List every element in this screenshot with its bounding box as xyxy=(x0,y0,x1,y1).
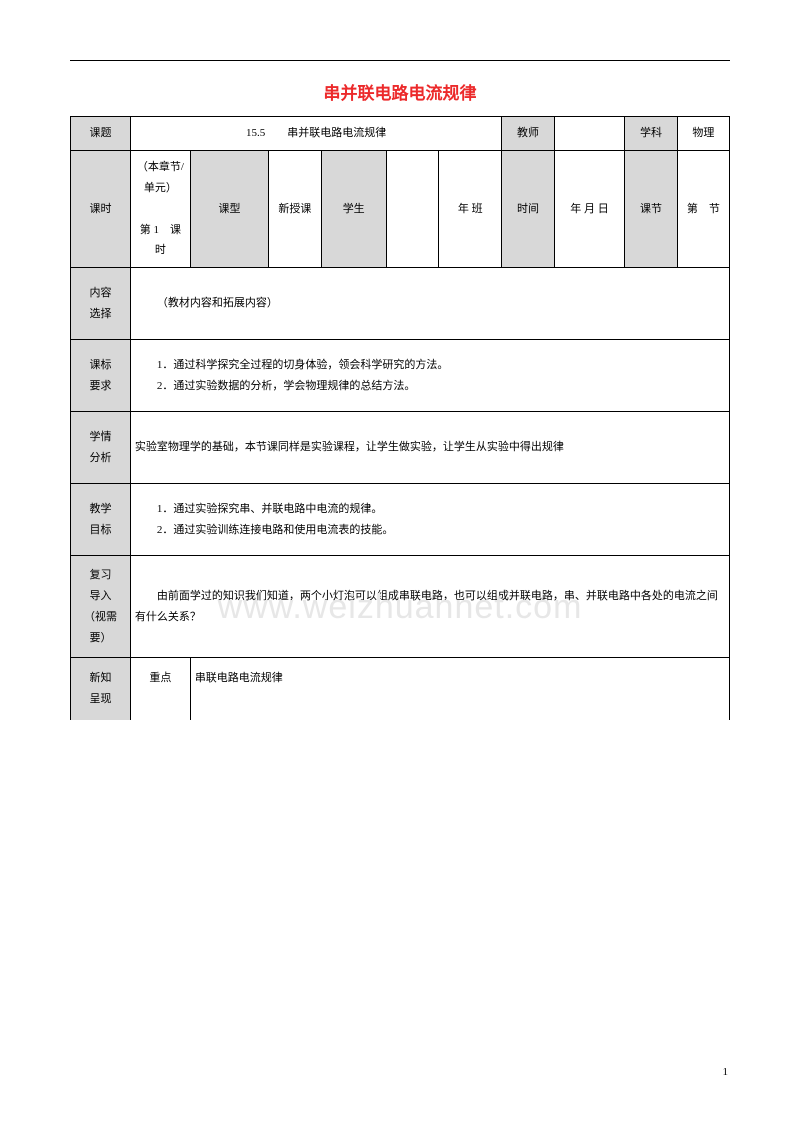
value-topic: 15.5 串并联电路电流规律 xyxy=(130,117,501,151)
value-content-select: （教材内容和拓展内容） xyxy=(130,268,729,340)
label-content-select: 内容 选择 xyxy=(71,268,131,340)
value-section: 第 节 xyxy=(677,150,729,267)
value-type: 新授课 xyxy=(269,150,321,267)
label-standard: 课标 要求 xyxy=(71,340,131,412)
label-keypoint: 重点 xyxy=(130,658,190,720)
label-time: 时间 xyxy=(502,150,554,267)
top-rule xyxy=(70,60,730,61)
label-subject: 学科 xyxy=(625,117,677,151)
row-review: 复习 导入 （视需 要） 由前面学过的知识我们知道，两个小灯泡可以组成串联电路，… xyxy=(71,556,730,658)
label-class: 年 班 xyxy=(439,150,502,267)
label-period: 课时 xyxy=(71,150,131,267)
row-period: 课时 （本章节/单元） 第 1 课时 课型 新授课 学生 年 班 时间 年 月 … xyxy=(71,150,730,267)
label-teacher: 教师 xyxy=(502,117,554,151)
label-student: 学生 xyxy=(321,150,386,267)
page-content: 串并联电路电流规律 课题 15.5 串并联电路电流规律 教师 学科 物理 课时 … xyxy=(0,0,800,720)
row-newknow: 新知 呈现 重点 串联电路电流规律 xyxy=(71,658,730,720)
label-newknow: 新知 呈现 xyxy=(71,658,131,720)
row-content-select: 内容 选择 （教材内容和拓展内容） xyxy=(71,268,730,340)
row-analysis: 学情 分析 实验室物理学的基础，本节课同样是实验课程，让学生做实验，让学生从实验… xyxy=(71,412,730,484)
value-teacher xyxy=(554,117,625,151)
value-review: 由前面学过的知识我们知道，两个小灯泡可以组成串联电路，也可以组成并联电路，串、并… xyxy=(130,556,729,658)
row-goal: 教学 目标 1．通过实验探究串、并联电路中电流的规律。 2．通过实验训练连接电路… xyxy=(71,484,730,556)
label-section: 课节 xyxy=(625,150,677,267)
value-subject: 物理 xyxy=(677,117,729,151)
value-keypoint: 串联电路电流规律 xyxy=(190,658,729,720)
label-analysis: 学情 分析 xyxy=(71,412,131,484)
page-title: 串并联电路电流规律 xyxy=(70,79,730,104)
label-topic: 课题 xyxy=(71,117,131,151)
label-review: 复习 导入 （视需 要） xyxy=(71,556,131,658)
lesson-plan-table: 课题 15.5 串并联电路电流规律 教师 学科 物理 课时 （本章节/单元） 第… xyxy=(70,116,730,720)
value-period: （本章节/单元） 第 1 课时 xyxy=(130,150,190,267)
value-goal: 1．通过实验探究串、并联电路中电流的规律。 2．通过实验训练连接电路和使用电流表… xyxy=(130,484,729,556)
label-type: 课型 xyxy=(190,150,268,267)
page-number: 1 xyxy=(723,1066,729,1078)
value-student xyxy=(386,150,438,267)
value-time: 年 月 日 xyxy=(554,150,625,267)
row-standard: 课标 要求 1．通过科学探究全过程的切身体验，领会科学研究的方法。 2．通过实验… xyxy=(71,340,730,412)
value-analysis: 实验室物理学的基础，本节课同样是实验课程，让学生做实验，让学生从实验中得出规律 xyxy=(130,412,729,484)
value-standard: 1．通过科学探究全过程的切身体验，领会科学研究的方法。 2．通过实验数据的分析，… xyxy=(130,340,729,412)
label-goal: 教学 目标 xyxy=(71,484,131,556)
row-topic: 课题 15.5 串并联电路电流规律 教师 学科 物理 xyxy=(71,117,730,151)
